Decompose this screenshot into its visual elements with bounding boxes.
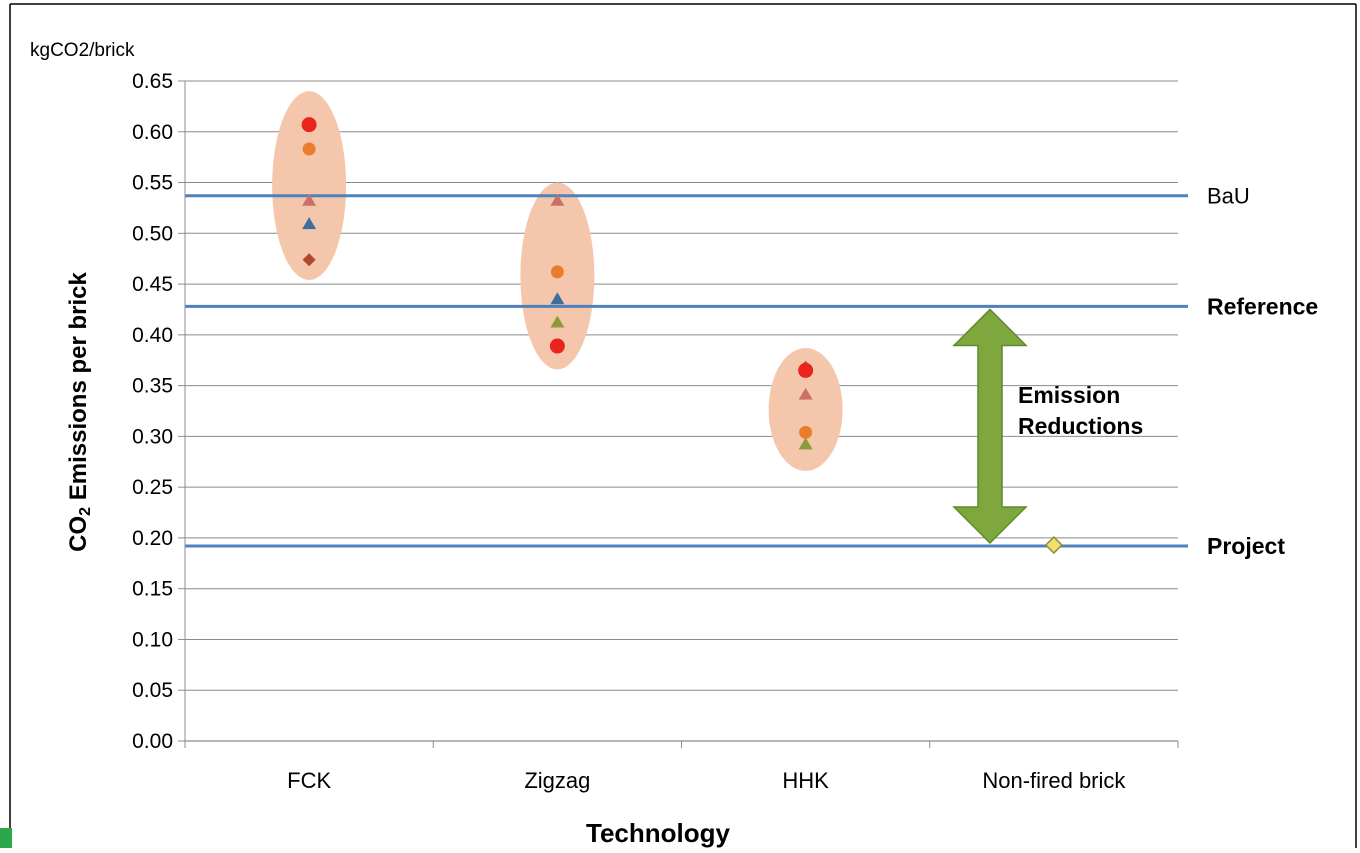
y-tick-label: 0.65 — [132, 70, 173, 93]
x-tick-label: Zigzag — [524, 768, 590, 793]
y-tick-label: 0.20 — [132, 527, 173, 550]
y-tick-label: 0.60 — [132, 121, 173, 144]
y-unit-label: kgCO2/brick — [30, 40, 135, 61]
arrow-label-line1: Emission — [1018, 382, 1120, 408]
cluster-ellipse — [272, 91, 347, 281]
axes: 0.00 0.05 0.10 0.15 0.20 0.25 0.30 0.35 0.40 0.45… — [132, 70, 1179, 793]
data-point-circle — [799, 425, 813, 439]
reference-line-label: BaU — [1207, 184, 1250, 209]
y-tick-label: 0.10 — [132, 628, 173, 651]
data-point-diamond — [1044, 535, 1063, 555]
y-tick-label: 0.45 — [132, 273, 173, 296]
y-tick-label: 0.15 — [132, 578, 173, 601]
data-point-circle — [302, 142, 316, 156]
y-axis-title-main: CO — [65, 516, 92, 552]
x-tick-label: FCK — [287, 768, 331, 793]
reference-line-label: Reference — [1207, 293, 1318, 319]
y-tick-label: 0.50 — [132, 222, 173, 245]
data-point-triangle — [550, 193, 565, 206]
y-axis-title-rest: Emissions per brick — [65, 272, 92, 507]
data-point-triangle — [550, 315, 565, 328]
y-tick-label: 0.40 — [132, 324, 173, 347]
data-point-triangle — [798, 437, 813, 450]
x-tick-label: Non-fired brick — [982, 768, 1126, 793]
data-point-triangle — [302, 217, 317, 230]
data-point-diamond — [302, 253, 316, 267]
data-point-circle — [550, 265, 564, 279]
y-tick-label: 0.05 — [132, 679, 173, 702]
data-points — [301, 117, 1063, 555]
cluster-ellipse — [768, 348, 843, 471]
data-point-triangle — [798, 387, 813, 400]
y-tick-label: 0.30 — [132, 425, 173, 448]
data-point-triangle — [302, 193, 317, 206]
grid-lines — [185, 80, 1178, 691]
corner-decoration — [0, 828, 12, 848]
reference-line-label: Project — [1207, 533, 1285, 559]
x-tick-label: HHK — [782, 768, 829, 793]
arrow-label-line2: Reductions — [1018, 413, 1143, 439]
y-tick-label: 0.00 — [132, 730, 173, 753]
y-tick-label: 0.55 — [132, 172, 173, 195]
data-point-triangle — [550, 292, 565, 305]
x-axis-title: Technology — [586, 818, 731, 848]
double-arrow-shape — [952, 308, 1028, 545]
y-tick-label: 0.35 — [132, 375, 173, 398]
data-point-circle — [798, 362, 814, 378]
y-tick-label: 0.25 — [132, 476, 173, 499]
reference-lines: BaU Reference Project — [185, 184, 1318, 559]
emission-reduction-arrow — [952, 308, 1028, 545]
data-point-circle — [301, 117, 317, 133]
data-point-circle — [549, 338, 565, 354]
y-axis-title: CO2 Emissions per brick — [65, 272, 94, 552]
y-axis-title-subscript: 2 — [77, 507, 94, 516]
